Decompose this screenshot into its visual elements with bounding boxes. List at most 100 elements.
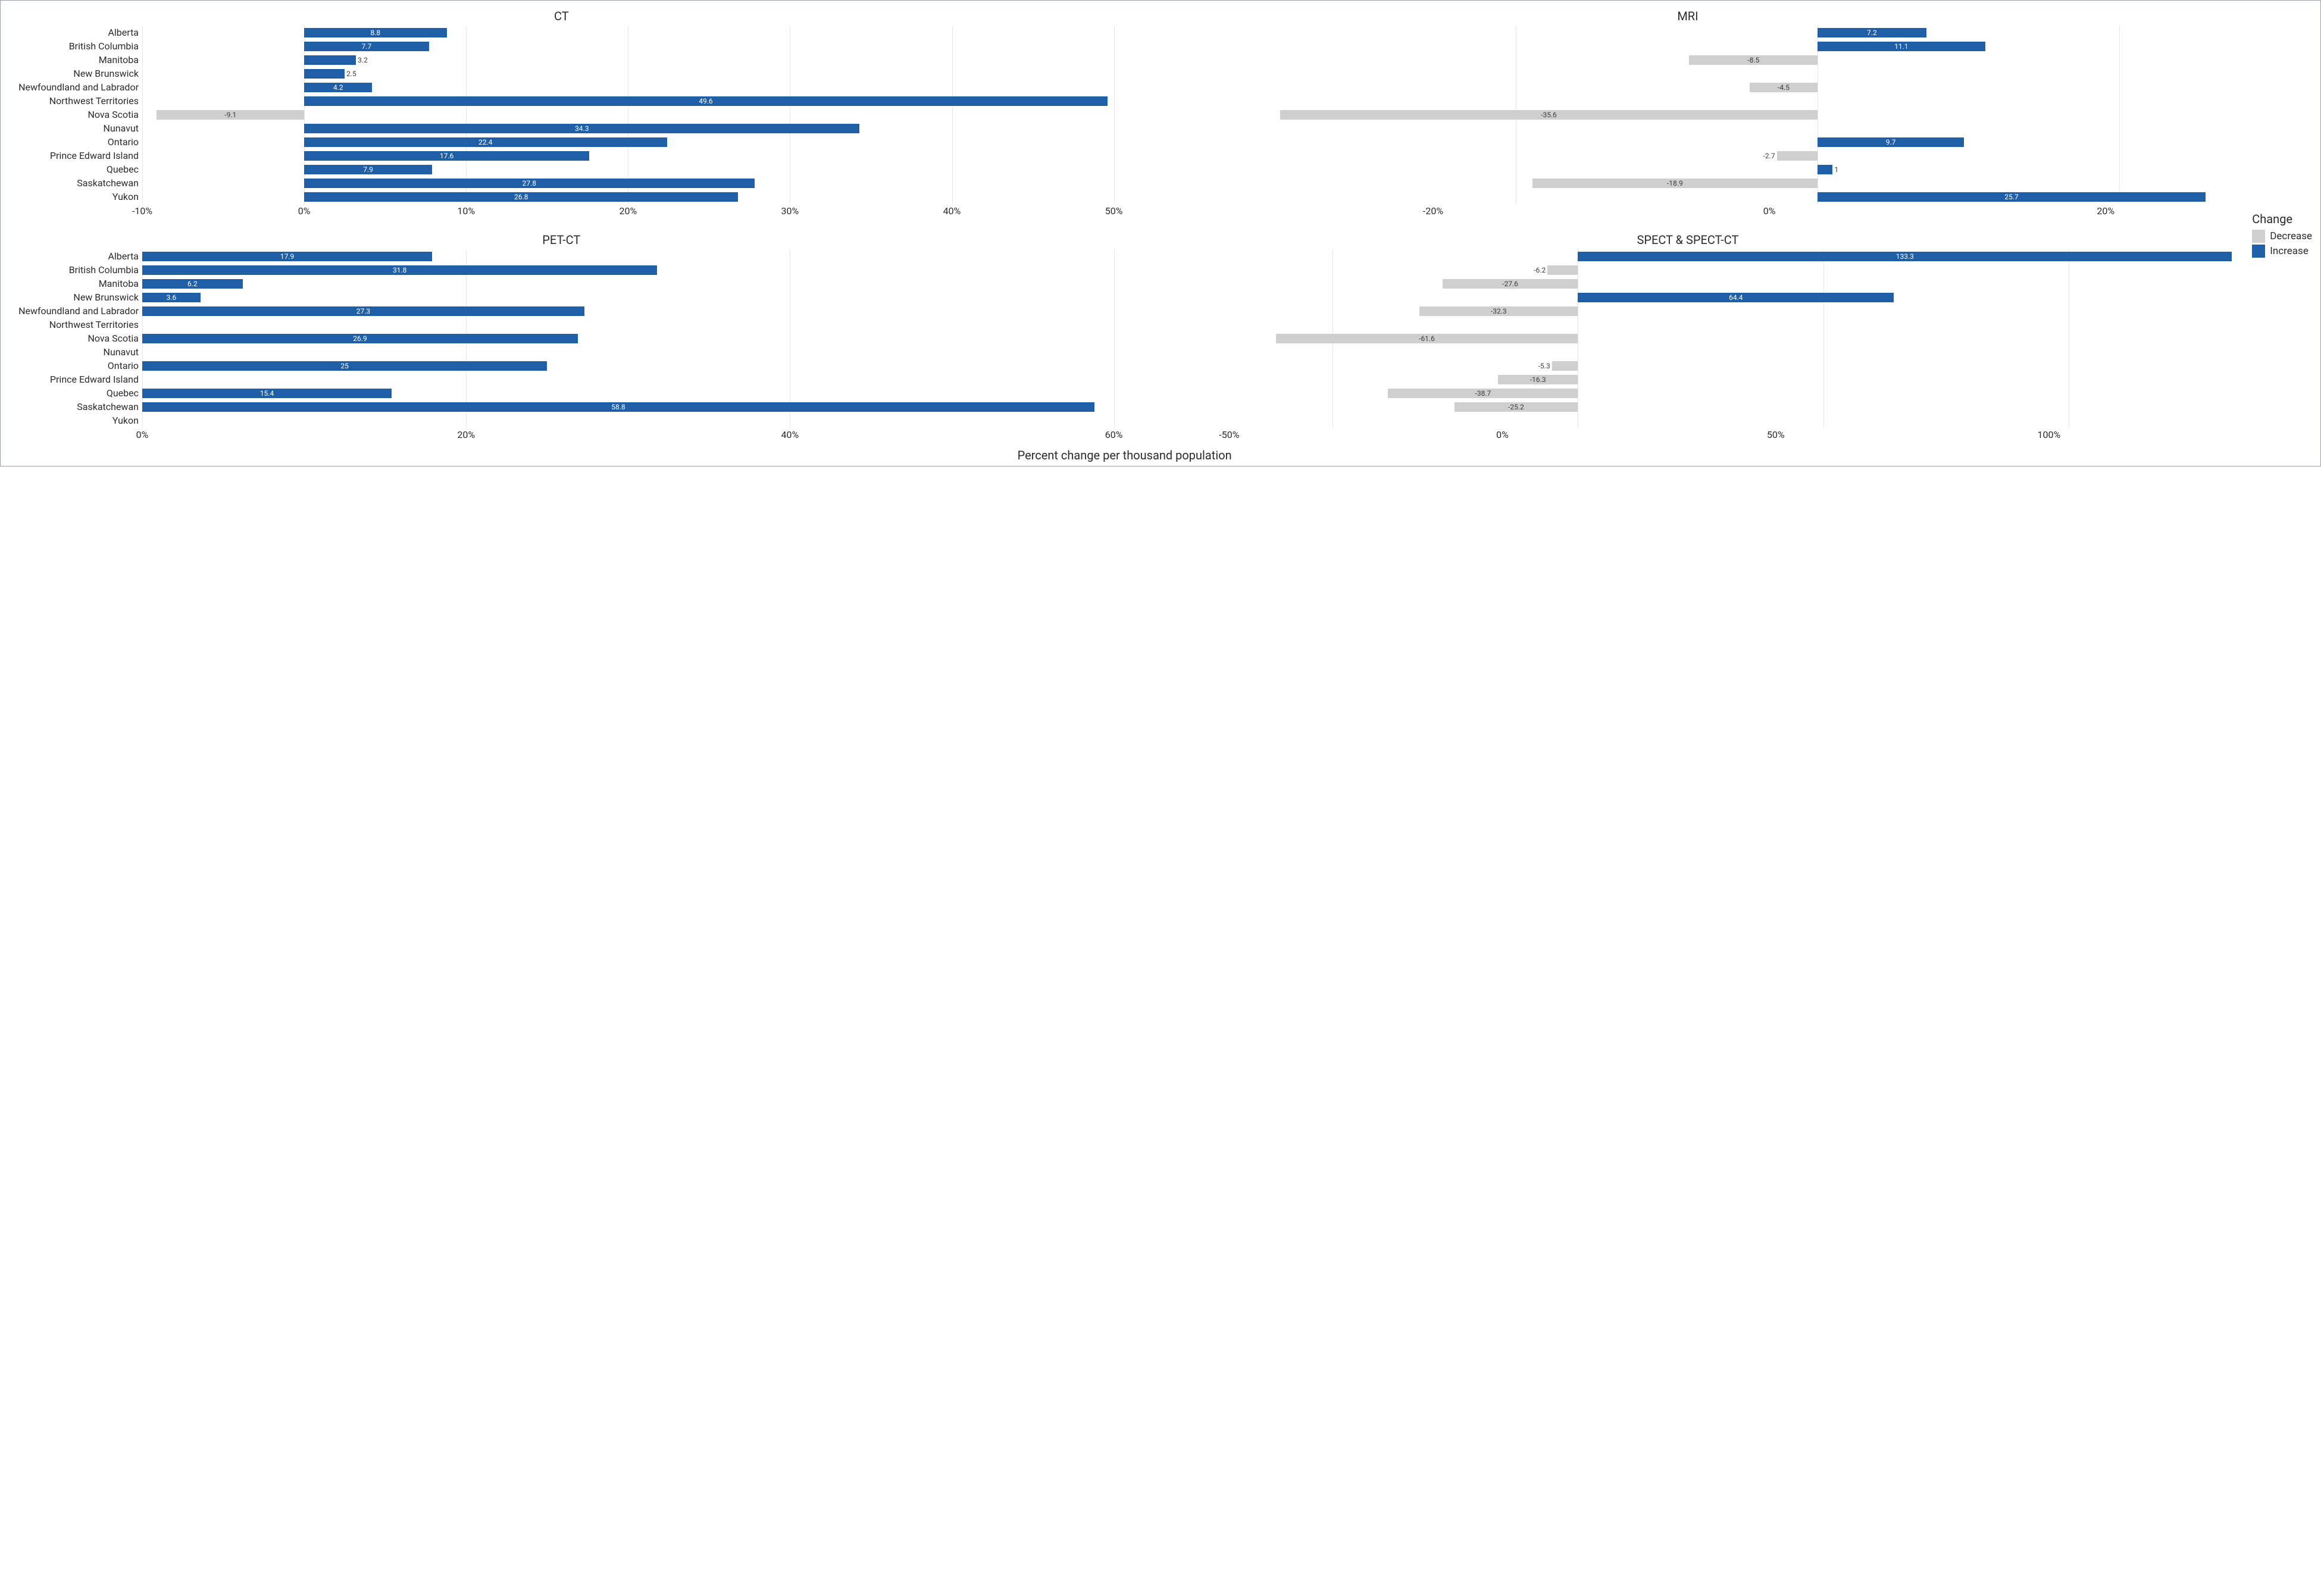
x-tick-label: 20% [619, 205, 637, 217]
bar-row: -9.1 [142, 110, 1114, 120]
bar-value-label: 26.9 [353, 334, 367, 343]
bar-row: 3.2 [142, 55, 1114, 65]
bar-row: 15.4 [142, 389, 1114, 398]
bar-row [1259, 320, 2241, 330]
bar-row: 25 [142, 361, 1114, 371]
x-tick-label: 20% [2097, 205, 2114, 217]
bar-row: -27.6 [1259, 279, 2241, 289]
bar-row: -32.3 [1259, 306, 2241, 316]
bar-row [1259, 69, 2241, 79]
bar-value-label: 1 [1834, 165, 1838, 174]
bar-row [1259, 416, 2241, 425]
bar-value-label: 7.2 [1867, 29, 1877, 37]
bar-row: -35.6 [1259, 110, 2241, 120]
y-axis-labels: AlbertaBritish ColumbiaManitobaNew Bruns… [1136, 26, 1259, 204]
panel-ct: CTAlbertaBritish ColumbiaManitobaNew Bru… [9, 9, 1114, 220]
bar-value-label: 64.4 [1729, 293, 1743, 302]
bar-value-label: -32.3 [1491, 307, 1507, 315]
x-tick-label: 30% [781, 205, 799, 217]
bar-row [1259, 348, 2241, 357]
bar-value-label: -2.7 [1763, 152, 1775, 160]
panel-petct: PET-CTAlbertaBritish ColumbiaManitobaNew… [9, 233, 1114, 443]
y-tick-label: Yukon [9, 415, 139, 427]
bar-value-label: 22.4 [478, 138, 492, 146]
y-tick-label: New Brunswick [9, 68, 139, 80]
panel-mri: MRI AlbertaBritish ColumbiaManitobaNew Br… [1136, 9, 2241, 220]
legend-swatch-decrease [2252, 230, 2265, 243]
bar-increase [304, 55, 356, 65]
panel-title: CT [9, 9, 1114, 23]
y-tick-label: Nunavut [9, 346, 139, 358]
legend-item-increase: Increase [2252, 245, 2312, 258]
bar-value-label: 25 [340, 362, 349, 370]
panel-title: PET-CT [9, 233, 1114, 247]
y-tick-label: Nova Scotia [9, 333, 139, 345]
bar-value-label: 27.3 [356, 307, 370, 315]
y-tick-label: Nova Scotia [9, 109, 139, 121]
x-tick-label: 10% [457, 205, 475, 217]
legend-swatch-increase [2252, 245, 2265, 258]
bar-row [1259, 96, 2241, 106]
bar-value-label: 3.2 [358, 56, 368, 64]
bar-value-label: -6.2 [1534, 266, 1546, 274]
bar-row: -8.5 [1259, 55, 2241, 65]
x-tick-label: -10% [132, 205, 152, 217]
bar-row: 26.9 [142, 334, 1114, 343]
panel-title: MRI [1136, 9, 2241, 23]
bar-row: 1 [1259, 165, 2241, 174]
x-tick-label: 50% [1767, 429, 1785, 440]
panels-grid: CT AlbertaBritish ColumbiaManitobaNew Bru… [9, 9, 2240, 443]
y-tick-label: Alberta [9, 27, 139, 39]
bar-value-label: 25.7 [2004, 193, 2018, 201]
x-axis: -10%0%10%20%30%40%50% [142, 204, 1114, 220]
y-tick-label: Ontario [9, 360, 139, 372]
legend: Change Decrease Increase [2252, 212, 2312, 259]
x-tick-label: -50% [1219, 429, 1239, 440]
x-tick-label: 60% [1105, 429, 1123, 440]
bar-value-label: 34.3 [575, 124, 589, 133]
x-tick-label: 20% [457, 429, 475, 440]
bar-row: -61.6 [1259, 334, 2241, 343]
y-axis-labels: AlbertaBritish ColumbiaManitobaNew Bruns… [1136, 249, 1259, 428]
grid-line [1114, 249, 1115, 428]
y-tick-label: Nunavut [9, 123, 139, 134]
bar-row: 4.2 [142, 83, 1114, 92]
bar-value-label: 6.2 [187, 280, 198, 288]
x-tick-label: 50% [1105, 205, 1123, 217]
bar-value-label: 31.8 [393, 266, 406, 274]
legend-label-decrease: Decrease [2270, 230, 2312, 242]
bar-row: -16.3 [1259, 375, 2241, 384]
legend-item-decrease: Decrease [2252, 230, 2312, 243]
y-tick-label: Prince Edward Island [9, 150, 139, 162]
y-tick-label: New Brunswick [9, 292, 139, 303]
x-axis-title: Percent change per thousand population [9, 448, 2240, 462]
bar-decrease [1777, 151, 1818, 161]
y-axis-labels: AlbertaBritish ColumbiaManitobaNew Bruns… [9, 249, 142, 428]
y-tick-label: Saskatchewan [9, 177, 139, 189]
x-tick-label: 40% [943, 205, 961, 217]
bar-decrease [1552, 361, 1578, 371]
bar-row: -38.7 [1259, 389, 2241, 398]
x-tick-label: 100% [2037, 429, 2060, 440]
plot-area: 17.931.86.23.627.326.92515.458.8 [142, 249, 1114, 428]
bar-row: 17.6 [142, 151, 1114, 161]
bar-row [142, 416, 1114, 425]
y-tick-label: Newfoundland and Labrador [9, 305, 139, 317]
bar-decrease [1547, 265, 1578, 275]
bar-increase [304, 69, 345, 79]
chart-container: CT AlbertaBritish ColumbiaManitobaNew Bru… [0, 0, 2321, 467]
x-axis: -20%0%20% [1147, 204, 2241, 220]
bar-value-label: -35.6 [1541, 111, 1557, 119]
bar-row: 3.6 [142, 293, 1114, 302]
y-tick-label: Alberta [9, 251, 139, 262]
y-tick-label: Newfoundland and Labrador [9, 82, 139, 93]
bar-value-label: 17.9 [280, 252, 294, 261]
panel-plot: AlbertaBritish ColumbiaManitobaNew Bruns… [9, 249, 1114, 428]
bar-row [1259, 124, 2241, 133]
bar-row [142, 375, 1114, 384]
bar-row: -6.2 [1259, 265, 2241, 275]
x-tick-label: 0% [1496, 429, 1509, 440]
bar-value-label: -27.6 [1502, 280, 1518, 288]
y-tick-label: British Columbia [9, 264, 139, 276]
bar-value-label: 8.8 [371, 29, 381, 37]
